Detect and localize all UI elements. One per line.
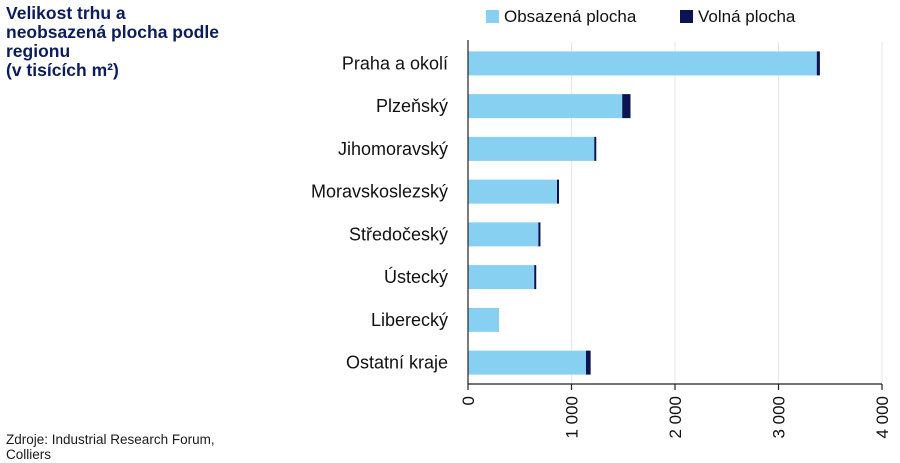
bar-occupied <box>468 136 595 161</box>
category-label: Středočeský <box>349 224 448 244</box>
bar-occupied <box>468 222 539 247</box>
x-tick-label: 4 000 <box>873 396 892 439</box>
chart-title-line: neobsazená plocha podle <box>6 22 219 42</box>
bar-occupied <box>468 265 535 290</box>
chart-title-line: (v tisících m²) <box>6 60 119 80</box>
category-label: Ostatní kraje <box>346 353 448 373</box>
bar-occupied <box>468 179 558 204</box>
category-label: Praha a okolí <box>342 53 448 73</box>
bar-vacant <box>534 265 537 290</box>
source-line: Zdroje: Industrial Research Forum, <box>6 432 215 447</box>
legend-label: Obsazená plocha <box>504 7 637 26</box>
chart-title-line: regionu <box>6 41 71 61</box>
legend-swatch <box>486 10 499 23</box>
bar-occupied <box>468 51 817 76</box>
bar-vacant <box>594 136 597 161</box>
legend-swatch <box>680 10 693 23</box>
category-label: Ústecký <box>384 266 448 287</box>
x-tick-label: 2 000 <box>666 396 685 439</box>
category-label: Moravskoslezský <box>311 182 448 202</box>
x-tick-label: 1 000 <box>563 396 582 439</box>
legend-label: Volná plocha <box>698 7 796 26</box>
x-tick-label: 0 <box>459 396 478 405</box>
bar-occupied <box>468 350 586 375</box>
source-line: Colliers <box>6 447 52 462</box>
bar-vacant <box>622 94 631 119</box>
source-note: Zdroje: Industrial Research Forum, Colli… <box>6 432 276 462</box>
bar-vacant <box>557 179 560 204</box>
category-label: Plzeňský <box>376 96 448 116</box>
chart-title-line: Velikost trhu a <box>6 3 126 23</box>
bar-occupied <box>468 94 623 119</box>
bar-vacant <box>538 222 541 247</box>
category-label: Jihomoravský <box>338 139 448 159</box>
bar-occupied <box>468 307 500 332</box>
category-label: Liberecký <box>371 310 448 330</box>
chart-title: Velikost trhu a neobsazená plocha podle … <box>6 4 266 80</box>
x-tick-label: 3 000 <box>770 396 789 439</box>
bar-vacant <box>585 350 591 375</box>
bar-vacant <box>816 51 820 76</box>
